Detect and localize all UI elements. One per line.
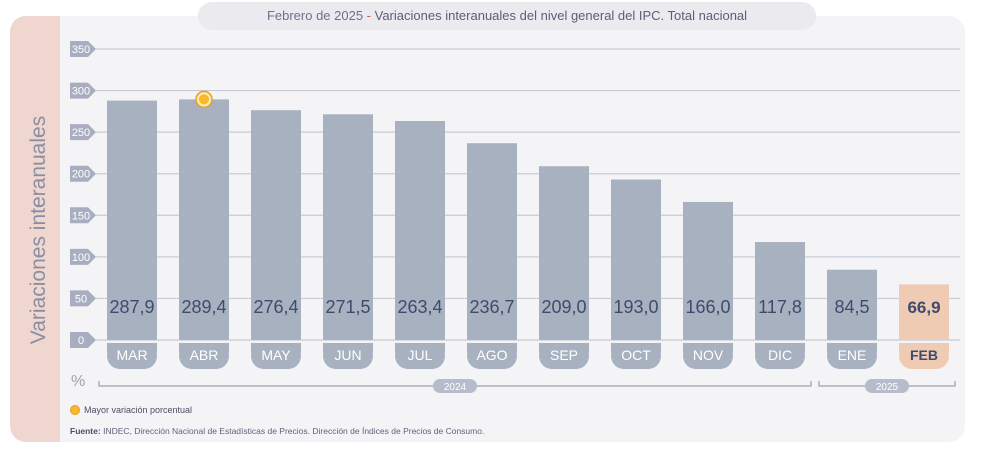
bar xyxy=(251,110,301,340)
title-separator: - xyxy=(363,8,375,23)
x-tick-pill-top xyxy=(683,343,733,353)
bar xyxy=(539,166,589,340)
y-tick-label: 0 xyxy=(78,335,84,347)
x-tick-pill-top xyxy=(395,343,445,353)
legend: Mayor variación porcentual xyxy=(70,405,192,415)
bar xyxy=(755,242,805,340)
y-tick-pill xyxy=(70,248,96,265)
source-text: INDEC, Dirección Nacional de Estadística… xyxy=(103,426,485,436)
max-marker-legend-icon xyxy=(70,405,80,415)
x-tick-label: JUN xyxy=(334,347,361,363)
y-tick-label: 50 xyxy=(75,293,87,305)
bar-value-label: 84,5 xyxy=(834,297,869,317)
y-tick-label: 300 xyxy=(72,86,90,98)
bar-value-label: 66,9 xyxy=(907,298,940,317)
bar xyxy=(467,143,517,340)
bar-value-label: 276,4 xyxy=(253,297,298,317)
bar-value-label: 263,4 xyxy=(397,297,442,317)
x-tick-label: MAR xyxy=(116,347,147,363)
bar xyxy=(107,100,157,340)
side-band xyxy=(10,16,60,442)
legend-label: Mayor variación porcentual xyxy=(84,405,193,415)
y-tick-pill xyxy=(70,332,96,348)
x-tick-label: DIC xyxy=(768,347,792,363)
bar-value-label: 271,5 xyxy=(325,297,370,317)
title-text: Variaciones interanuales del nivel gener… xyxy=(374,8,748,23)
y-tick-pill xyxy=(70,82,96,99)
y-tick-label: 100 xyxy=(72,252,90,264)
x-tick-label: OCT xyxy=(621,347,651,363)
year-label: 2024 xyxy=(444,382,467,393)
x-tick-pill-top xyxy=(251,343,301,353)
bar-value-label: 193,0 xyxy=(613,297,658,317)
bar xyxy=(323,114,373,340)
x-tick-label: MAY xyxy=(261,347,291,363)
year-pill xyxy=(865,379,909,393)
bar xyxy=(683,201,733,340)
x-tick-label: SEP xyxy=(550,347,578,363)
bar xyxy=(827,269,877,340)
y-tick-pill xyxy=(70,124,96,141)
y-tick-label: 350 xyxy=(72,44,90,56)
x-tick-pill-top xyxy=(179,343,229,353)
title-date: Febrero de 2025 xyxy=(266,8,364,23)
bar-value-label: 236,7 xyxy=(469,297,514,317)
bar xyxy=(395,121,445,341)
year-label: 2025 xyxy=(876,382,899,393)
bar xyxy=(899,284,949,340)
bar-value-label: 166,0 xyxy=(685,297,730,317)
x-tick-label: AGO xyxy=(476,347,507,363)
x-tick-label: ABR xyxy=(190,347,219,363)
x-tick-label: FEB xyxy=(910,347,938,363)
chart-title: Febrero de 2025 - Variaciones interanual… xyxy=(198,2,816,30)
x-tick-pill-top xyxy=(467,343,517,353)
source-label: Fuente: xyxy=(70,426,101,436)
bar-value-label: 209,0 xyxy=(541,297,586,317)
bar xyxy=(611,179,661,340)
max-marker xyxy=(199,94,209,105)
x-tick-label: NOV xyxy=(693,347,724,363)
x-tick-label: JUL xyxy=(408,347,433,363)
y-tick-pill xyxy=(70,41,96,57)
x-tick-pill-top xyxy=(107,343,157,353)
year-pill xyxy=(433,379,477,393)
y-tick-pill xyxy=(70,165,96,182)
x-tick-pill-top xyxy=(611,343,661,353)
y-tick-label: 250 xyxy=(72,127,90,139)
bar-value-label: 287,9 xyxy=(109,297,154,317)
x-tick-pill-top xyxy=(827,343,877,353)
source-note: Fuente: INDEC, Dirección Nacional de Est… xyxy=(70,426,484,436)
bar xyxy=(179,99,229,340)
y-tick-pill xyxy=(70,290,96,307)
bar-value-label: 289,4 xyxy=(181,297,226,317)
y-tick-label: 150 xyxy=(72,210,90,222)
x-tick-pill-top xyxy=(899,343,949,353)
y-axis-unit: % xyxy=(71,373,86,390)
x-tick-pill-top xyxy=(323,343,373,353)
x-tick-pill-top xyxy=(755,343,805,353)
bar-value-label: 117,8 xyxy=(758,297,802,317)
y-tick-label: 200 xyxy=(72,169,90,181)
y-tick-pill xyxy=(70,207,96,224)
x-tick-label: ENE xyxy=(838,347,867,363)
x-tick-pill-top xyxy=(539,343,589,353)
